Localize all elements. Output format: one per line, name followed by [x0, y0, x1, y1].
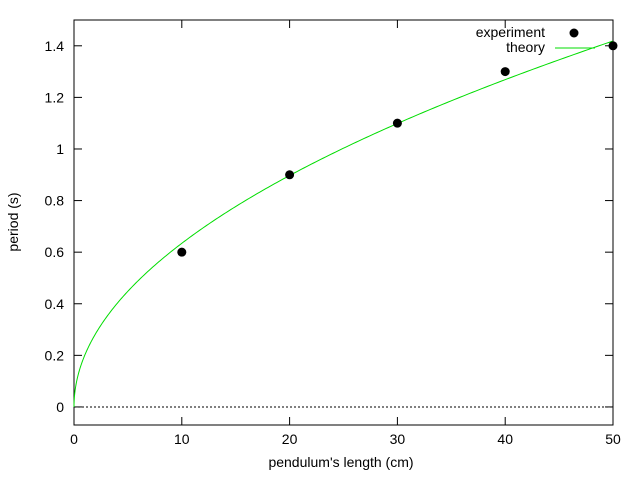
y-axis-label: period (s)	[5, 192, 21, 251]
data-point	[500, 67, 510, 77]
y-tick-label: 1	[56, 141, 64, 157]
x-tick-label: 10	[174, 431, 190, 447]
plot-frame	[73, 19, 614, 426]
data-point	[285, 170, 295, 180]
y-tick-label: 0.8	[45, 193, 65, 209]
y-tick-label: 0.2	[45, 347, 65, 363]
legend: experiment theory	[476, 24, 595, 55]
x-axis-label: pendulum's length (cm)	[268, 454, 413, 470]
legend-label-experiment: experiment	[476, 24, 545, 40]
series-theory-line	[73, 40, 614, 407]
x-tick-label: 50	[605, 431, 621, 447]
legend-marker-experiment	[569, 28, 579, 38]
ticks	[73, 20, 614, 425]
x-tick-label: 20	[282, 431, 298, 447]
data-point	[608, 41, 618, 51]
y-tick-label: 1.2	[45, 89, 65, 105]
x-tick-label: 40	[497, 431, 513, 447]
data-point	[392, 118, 402, 128]
y-tick-label: 1.4	[45, 38, 65, 54]
y-tick-label: 0.6	[45, 244, 65, 260]
y-tick-label: 0	[56, 399, 64, 415]
x-tick-label: 30	[390, 431, 406, 447]
data-point	[177, 247, 187, 257]
y-tick-label: 0.4	[45, 296, 65, 312]
series-experiment-points	[177, 41, 618, 257]
x-tick-label: 0	[70, 431, 78, 447]
tick-labels: 0 10 20 30 40 50 0 0.2 0.4 0.6 0.8 1 1.2 1.4	[45, 38, 621, 447]
legend-label-theory: theory	[506, 39, 545, 55]
